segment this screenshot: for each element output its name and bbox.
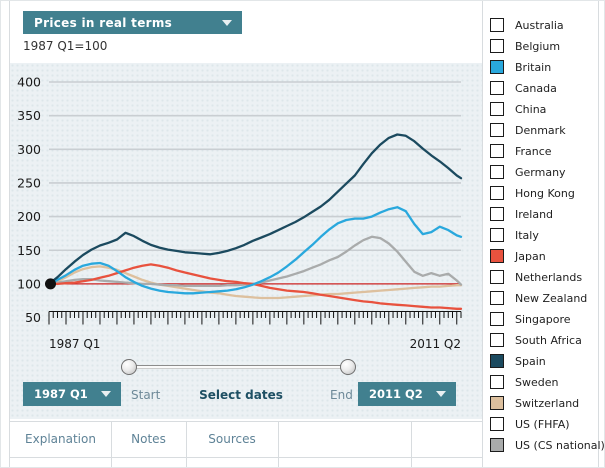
chart-panel: [10, 63, 482, 419]
end-date-dropdown[interactable]: 2011 Q2: [358, 382, 456, 406]
country-label[interactable]: Belgium: [515, 40, 561, 53]
country-label[interactable]: Britain: [515, 61, 552, 74]
country-label[interactable]: New Zealand: [515, 292, 588, 305]
country-label[interactable]: Singapore: [515, 313, 571, 326]
country-row[interactable]: Canada: [490, 81, 598, 98]
country-checkbox[interactable]: [490, 375, 504, 389]
country-checkbox[interactable]: [490, 333, 504, 347]
country-row[interactable]: Hong Kong: [490, 186, 598, 203]
country-label[interactable]: France: [515, 145, 552, 158]
date-range-slider-track[interactable]: [129, 365, 348, 369]
index-base-note: 1987 Q1=100: [23, 39, 108, 53]
country-label[interactable]: Netherlands: [515, 271, 583, 284]
country-label[interactable]: Denmark: [515, 124, 566, 137]
country-label[interactable]: US (CS national): [515, 439, 605, 452]
country-label[interactable]: China: [515, 103, 547, 116]
country-checkbox[interactable]: [490, 396, 504, 410]
country-row[interactable]: South Africa: [490, 333, 598, 350]
right-frame-line: [598, 1, 599, 467]
start-date-dropdown[interactable]: 1987 Q1: [23, 382, 121, 406]
country-row[interactable]: Italy: [490, 228, 598, 245]
country-row[interactable]: Japan: [490, 249, 598, 266]
country-checkbox[interactable]: [490, 39, 504, 53]
tab-divider: [278, 421, 279, 467]
caret-down-icon: [101, 391, 111, 397]
country-row[interactable]: US (FHFA): [490, 417, 598, 434]
country-checkbox[interactable]: [490, 81, 504, 95]
tab-divider: [411, 421, 412, 467]
country-label[interactable]: Canada: [515, 82, 557, 95]
country-checkbox[interactable]: [490, 354, 504, 368]
country-row[interactable]: Germany: [490, 165, 598, 182]
country-label[interactable]: Australia: [515, 19, 564, 32]
country-label[interactable]: Hong Kong: [515, 187, 575, 200]
country-checkbox[interactable]: [490, 270, 504, 284]
country-checkbox[interactable]: [490, 291, 504, 305]
caret-down-icon: [436, 391, 446, 397]
country-checkbox[interactable]: [490, 144, 504, 158]
country-label[interactable]: Germany: [515, 166, 566, 179]
tab-sources[interactable]: Sources: [208, 432, 256, 446]
tab-explanation[interactable]: Explanation: [25, 432, 96, 446]
country-checkbox[interactable]: [490, 417, 504, 431]
sidebar-divider-line: [482, 1, 483, 467]
country-checkbox[interactable]: [490, 438, 504, 452]
tabs-top-border: [10, 421, 482, 422]
country-row[interactable]: New Zealand: [490, 291, 598, 308]
country-label[interactable]: Switzerland: [515, 397, 580, 410]
slider-handle-start[interactable]: [121, 359, 137, 375]
country-row[interactable]: US (CS national): [490, 438, 604, 455]
end-date-dropdown-label: 2011 Q2: [369, 387, 423, 401]
select-dates-label: Select dates: [199, 388, 283, 402]
tabs-bottom-border: [10, 457, 482, 458]
country-checkbox[interactable]: [490, 123, 504, 137]
country-label[interactable]: US (FHFA): [515, 418, 570, 431]
country-checkbox[interactable]: [490, 102, 504, 116]
country-row[interactable]: Singapore: [490, 312, 598, 329]
country-checkbox[interactable]: [490, 207, 504, 221]
country-checkbox[interactable]: [490, 186, 504, 200]
country-checkbox[interactable]: [490, 18, 504, 32]
tab-divider: [186, 421, 187, 467]
country-row[interactable]: Belgium: [490, 39, 598, 56]
country-label[interactable]: Sweden: [515, 376, 559, 389]
country-row[interactable]: Sweden: [490, 375, 598, 392]
price-mode-dropdown[interactable]: Prices in real terms: [23, 11, 242, 34]
left-frame-line: [9, 1, 10, 467]
country-row[interactable]: Britain: [490, 60, 598, 77]
country-checkbox[interactable]: [490, 60, 504, 74]
country-row[interactable]: Denmark: [490, 123, 598, 140]
country-row[interactable]: Switzerland: [490, 396, 598, 413]
tab-notes[interactable]: Notes: [131, 432, 166, 446]
country-checkbox[interactable]: [490, 312, 504, 326]
country-checkbox[interactable]: [490, 249, 504, 263]
country-row[interactable]: France: [490, 144, 598, 161]
country-row[interactable]: China: [490, 102, 598, 119]
country-row[interactable]: Australia: [490, 18, 598, 35]
country-row[interactable]: Ireland: [490, 207, 598, 224]
country-row[interactable]: Netherlands: [490, 270, 598, 287]
start-date-dropdown-label: 1987 Q1: [34, 387, 88, 401]
country-label[interactable]: Italy: [515, 229, 539, 242]
country-checkbox[interactable]: [490, 165, 504, 179]
country-label[interactable]: Japan: [515, 250, 546, 263]
price-mode-dropdown-label: Prices in real terms: [34, 15, 173, 30]
country-row[interactable]: Spain: [490, 354, 598, 371]
slider-handle-end[interactable]: [340, 359, 356, 375]
country-label[interactable]: Ireland: [515, 208, 554, 221]
end-label: End: [330, 388, 353, 402]
country-checkbox[interactable]: [490, 228, 504, 242]
country-label[interactable]: South Africa: [515, 334, 582, 347]
tab-divider: [111, 421, 112, 467]
caret-down-icon: [222, 19, 232, 26]
country-label[interactable]: Spain: [515, 355, 546, 368]
start-label: Start: [131, 388, 161, 402]
